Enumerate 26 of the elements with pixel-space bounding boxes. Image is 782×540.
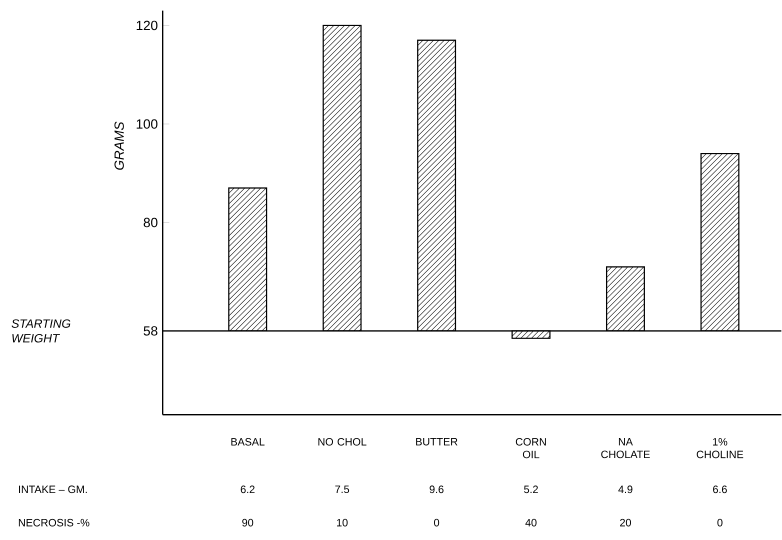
text: 0 <box>434 518 440 526</box>
text: 5.2 <box>524 486 538 494</box>
y-tick-label: 120 <box>136 20 158 30</box>
text: NECROSIS -% <box>18 518 90 526</box>
x-tick-label: 1% CHOLINE <box>696 438 744 458</box>
text: 0 <box>717 518 722 526</box>
text: INTAKE – GM. <box>19 486 87 494</box>
x-tick-label: NO CHOL <box>318 438 366 446</box>
x-tick-label: BASAL <box>231 438 265 446</box>
text: 90 <box>242 518 254 526</box>
text: 6.6 <box>713 486 727 494</box>
text: 20 <box>620 518 632 526</box>
y-tick-label: 100 <box>136 119 158 129</box>
text: 6.2 <box>240 486 255 494</box>
y-tick-label: 58 <box>144 326 158 336</box>
x-tick-label: NA CHOLATE <box>601 438 650 458</box>
text: 10 <box>337 518 348 526</box>
text: 7.5 <box>335 486 350 494</box>
y-axis-title: GRAMS <box>114 122 124 170</box>
text: 9.6 <box>430 486 444 494</box>
text: 4.9 <box>618 486 632 494</box>
ref-line-label: STARTING WEIGHT <box>12 319 70 342</box>
x-tick-label: CORN OIL <box>516 438 546 458</box>
y-tick-label: 80 <box>144 218 158 228</box>
text: 40 <box>525 518 537 526</box>
x-tick-label: BUTTER <box>416 438 458 446</box>
